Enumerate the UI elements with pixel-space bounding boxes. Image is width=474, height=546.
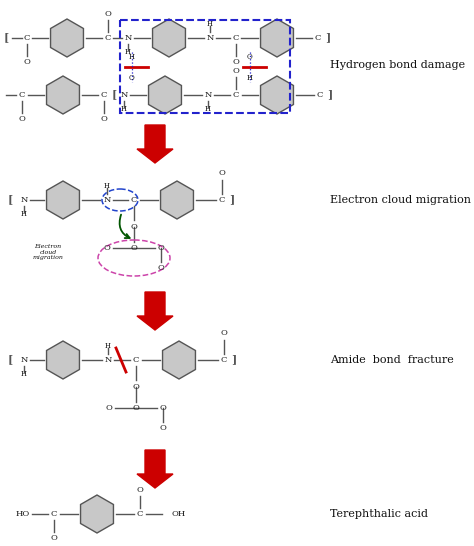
- Text: N: N: [206, 34, 214, 42]
- Text: N: N: [104, 356, 112, 364]
- Text: N: N: [103, 196, 111, 204]
- Text: H: H: [207, 20, 213, 28]
- Text: OH: OH: [172, 510, 186, 518]
- Text: [: [: [8, 354, 13, 365]
- Text: O: O: [247, 53, 253, 61]
- Polygon shape: [163, 341, 195, 379]
- Text: C: C: [137, 510, 143, 518]
- Text: H: H: [21, 210, 27, 218]
- Polygon shape: [46, 341, 80, 379]
- Text: C: C: [315, 34, 321, 42]
- Text: N: N: [204, 91, 212, 99]
- Text: C: C: [133, 356, 139, 364]
- Polygon shape: [46, 76, 80, 114]
- Text: H: H: [21, 370, 27, 378]
- Text: O: O: [105, 10, 111, 18]
- Text: H: H: [129, 53, 135, 61]
- Text: C: C: [19, 91, 25, 99]
- Text: O: O: [220, 329, 228, 337]
- Text: O: O: [18, 115, 26, 123]
- Text: Electron
cloud
migration: Electron cloud migration: [33, 244, 64, 260]
- Text: N: N: [20, 196, 27, 204]
- Text: [: [: [8, 194, 13, 205]
- Polygon shape: [153, 19, 185, 57]
- Text: C: C: [219, 196, 225, 204]
- Polygon shape: [46, 181, 80, 219]
- Text: ]: ]: [325, 33, 331, 44]
- Text: O: O: [133, 404, 139, 412]
- Text: N: N: [120, 91, 128, 99]
- Polygon shape: [51, 19, 83, 57]
- Text: C: C: [233, 34, 239, 42]
- Text: O: O: [100, 115, 108, 123]
- Text: Hydrogen bond damage: Hydrogen bond damage: [330, 60, 465, 70]
- Text: ]: ]: [229, 194, 235, 205]
- Text: ]: ]: [231, 354, 237, 365]
- Polygon shape: [261, 19, 293, 57]
- Text: H: H: [105, 342, 111, 350]
- Text: C: C: [24, 34, 30, 42]
- Text: Amide  bond  fracture: Amide bond fracture: [330, 355, 454, 365]
- Text: C: C: [105, 34, 111, 42]
- Text: O: O: [157, 244, 164, 252]
- Text: O: O: [160, 404, 166, 412]
- Text: O: O: [137, 486, 144, 494]
- Text: O: O: [219, 169, 226, 177]
- Polygon shape: [261, 76, 293, 114]
- Text: C: C: [233, 91, 239, 99]
- Text: C: C: [51, 510, 57, 518]
- Text: O: O: [130, 223, 137, 231]
- Text: N: N: [20, 356, 27, 364]
- Polygon shape: [137, 125, 173, 163]
- Text: Electron cloud migration: Electron cloud migration: [330, 195, 471, 205]
- Text: O: O: [133, 383, 139, 391]
- Text: O: O: [157, 264, 164, 272]
- Text: O: O: [106, 404, 112, 412]
- Polygon shape: [137, 292, 173, 330]
- Text: O: O: [130, 244, 137, 252]
- Polygon shape: [81, 495, 113, 533]
- Text: H: H: [205, 105, 211, 113]
- Text: ]: ]: [328, 90, 333, 100]
- Text: O: O: [103, 244, 110, 252]
- Text: [: [: [3, 33, 9, 44]
- Text: H: H: [121, 105, 127, 113]
- Text: H: H: [247, 74, 253, 82]
- Text: C: C: [101, 91, 107, 99]
- Text: HO: HO: [16, 510, 30, 518]
- Text: O: O: [233, 67, 239, 75]
- Text: O: O: [24, 58, 30, 66]
- Text: H: H: [125, 48, 131, 56]
- Text: O: O: [160, 424, 166, 432]
- Polygon shape: [137, 450, 173, 488]
- Text: C: C: [131, 196, 137, 204]
- Text: N: N: [124, 34, 132, 42]
- Polygon shape: [161, 181, 193, 219]
- Text: C: C: [317, 91, 323, 99]
- Text: C: C: [221, 356, 227, 364]
- Polygon shape: [148, 76, 182, 114]
- Text: O: O: [233, 58, 239, 66]
- Text: O: O: [129, 74, 135, 82]
- Text: Terephthalic acid: Terephthalic acid: [330, 509, 428, 519]
- Text: H: H: [104, 182, 110, 190]
- Text: [: [: [111, 90, 117, 100]
- Text: O: O: [51, 534, 57, 542]
